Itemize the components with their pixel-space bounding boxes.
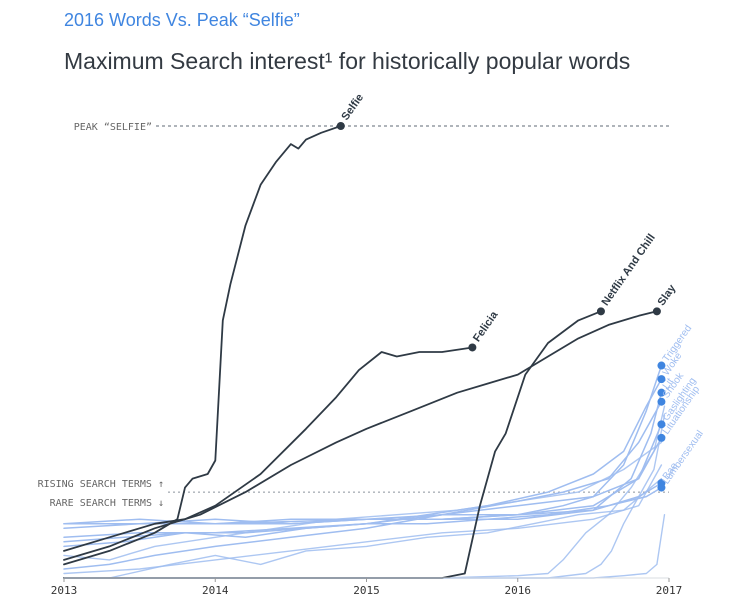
reference-lines: PEAK “SELFIE” RISING SEARCH TERMS ↑ RARE S… [38, 122, 669, 509]
series-label-selfie: Selfie [339, 92, 366, 123]
chart-title: Maximum Search interest¹ for historicall… [64, 48, 631, 74]
x-tick-label: 2014 [202, 584, 229, 597]
x-tick-label: 2017 [656, 584, 683, 597]
series-label-netflix-and-chill: Netflix And Chill [600, 232, 658, 308]
x-axis: 2013 2014 2015 2016 2017 [51, 577, 683, 597]
rising-terms-label: RISING SEARCH TERMS ↑ [38, 479, 164, 490]
endpoint-woke [657, 375, 666, 384]
endpoint-felicia [468, 343, 477, 352]
series-line-trend-f [63, 464, 663, 575]
rare-terms-label: RARE SEARCH TERMS ↓ [50, 498, 164, 509]
endpoint-slay [652, 307, 661, 316]
series-line-trend-a [63, 441, 663, 561]
series-label-lumbersexual: Lumbersexual [661, 429, 706, 487]
series-line-felicia [63, 346, 474, 552]
series-label-slay: Slay [656, 282, 679, 308]
rising-series-lines [63, 361, 666, 570]
endpoint-lituationship [657, 433, 666, 442]
endpoint-shook [657, 397, 666, 406]
x-tick-label: 2013 [51, 584, 78, 597]
endpoint-selfie [336, 122, 345, 130]
x-tick-label: 2016 [505, 584, 532, 597]
series-line-lituationship [63, 437, 663, 570]
series-label-felicia: Felicia [471, 309, 501, 345]
endpoint-triggered [657, 361, 666, 370]
peak-selfie-label: PEAK “SELFIE” [74, 122, 152, 133]
series-line-slay [63, 310, 658, 561]
endpoint-lit [657, 388, 666, 397]
series-line-trend-c [63, 414, 666, 579]
popular-series-lines [63, 122, 661, 579]
series-line-trend-d [108, 477, 663, 579]
series-line-lumbersexual [63, 486, 663, 543]
chart-kicker: 2016 Words Vs. Peak “Selfie” [64, 10, 300, 30]
x-tick-label: 2015 [353, 584, 380, 597]
endpoint-gaslighting [657, 420, 666, 429]
endpoint-netflix-and-chill [596, 307, 605, 316]
series-line-netflix-and-chill [63, 310, 602, 579]
endpoint-lumbersexual [657, 483, 666, 492]
